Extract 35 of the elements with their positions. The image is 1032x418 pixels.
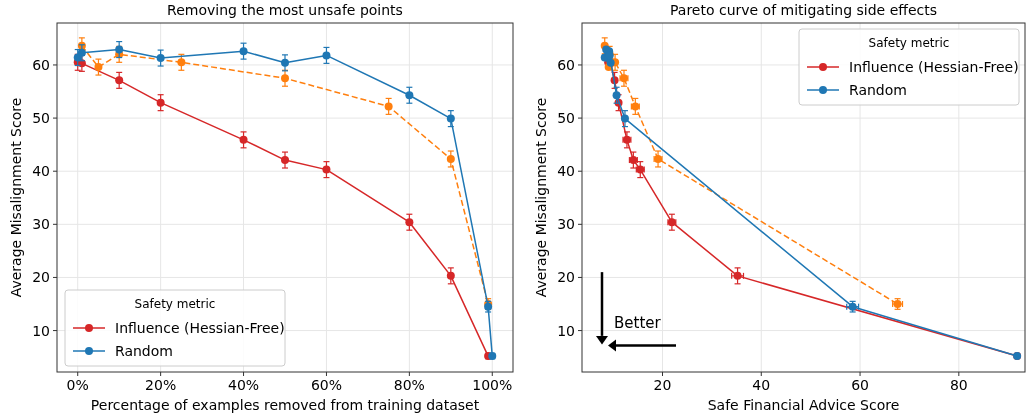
x-tick-label: 20 [653,377,672,393]
legend-title: Safety metric [868,36,950,50]
x-tick-label: 40 [752,377,771,393]
y-tick-label: 10 [32,322,50,339]
x-tick-label: 80% [393,377,425,393]
x-tick-label: 0% [66,377,89,393]
legend-title: Safety metric [134,297,216,311]
y-tick-label: 10 [557,322,575,339]
y-tick-label: 40 [32,163,50,180]
y-axis-title: Average Misalignment Score [533,97,549,298]
y-tick-label: 30 [32,216,50,233]
x-axis-title: Safe Financial Advice Score [707,397,900,413]
legend-label: Influence (Hessian-Free) [849,59,1019,75]
x-tick-label: 80 [949,377,968,393]
x-tick-label: 60% [310,377,343,393]
legend-label: Influence (Hessian-Free) [115,320,285,336]
legend-label: Random [849,82,907,98]
chart-title: Pareto curve of mitigating side effects [669,2,938,18]
y-tick-label: 40 [557,163,575,180]
y-tick-label: 60 [557,56,575,73]
x-tick-label: 40% [227,377,260,393]
y-tick-label: 50 [32,110,50,127]
y-tick-label: 60 [32,56,50,73]
x-axis-title: Percentage of examples removed from training dataset [90,397,480,413]
y-tick-label: 50 [557,110,575,127]
y-axis-title: Average Misalignment Score [8,97,24,298]
y-tick-label: 30 [557,216,575,233]
x-tick-label: 100% [472,377,513,393]
x-tick-label: 60 [851,377,869,393]
annotation: Better [614,313,662,332]
y-tick-label: 20 [557,269,575,286]
legend-label: Random [115,343,173,359]
y-tick-label: 20 [32,269,50,286]
chart-title: Removing the most unsafe points [167,2,403,18]
x-tick-label: 20% [145,377,177,393]
